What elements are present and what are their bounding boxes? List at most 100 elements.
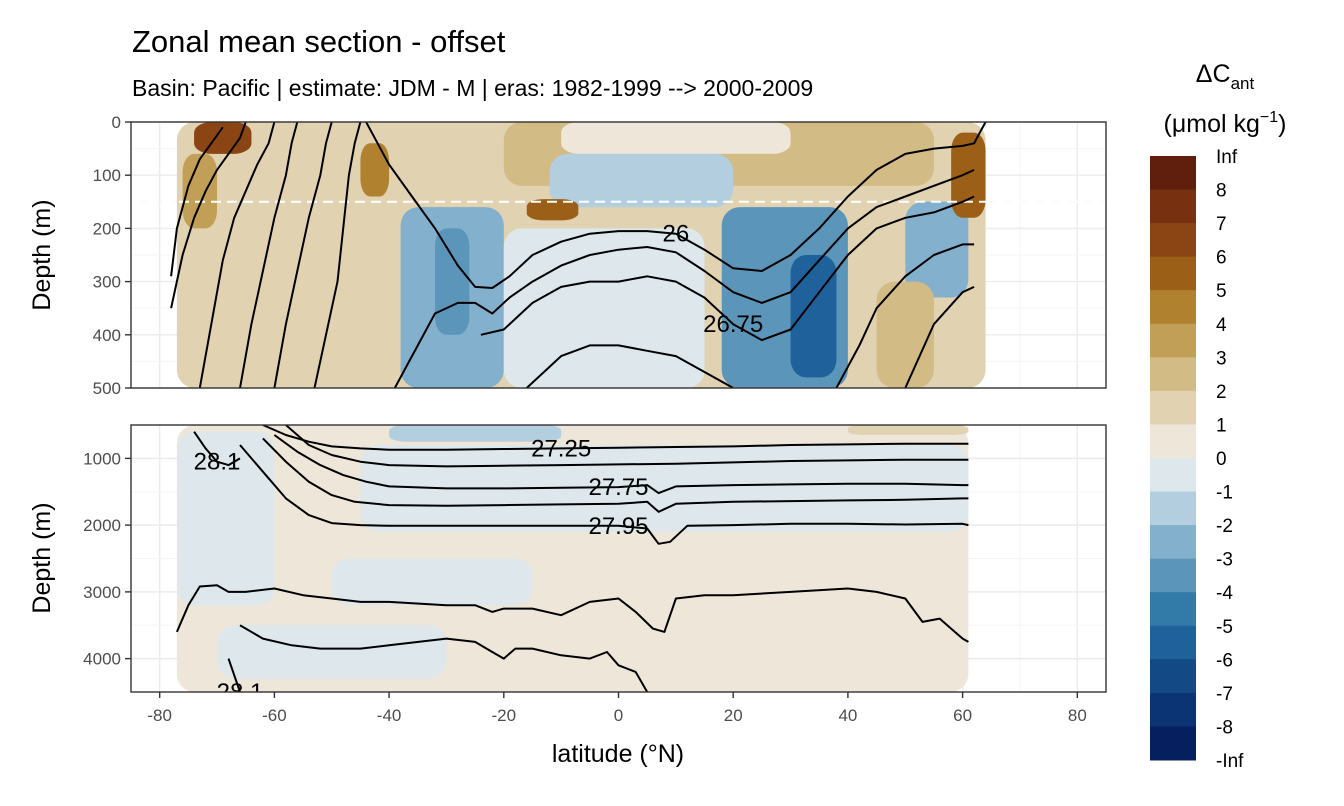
- legend-bin: [1150, 525, 1196, 560]
- field-patch: [526, 199, 579, 221]
- field-patch: [176, 431, 275, 606]
- legend-bin: [1150, 223, 1196, 258]
- isopycnal-line: [526, 344, 734, 388]
- upper-isopycnal-layer: [170, 122, 987, 388]
- chart-subtitle: Basin: Pacific | estimate: JDM - M | era…: [132, 75, 814, 101]
- isopycnal-line: [285, 425, 969, 468]
- legend-bin: [1150, 390, 1196, 425]
- x-tick-label: 40: [838, 706, 857, 725]
- y-tick-label: 100: [93, 166, 121, 185]
- legend-level-label: 0: [1216, 449, 1227, 470]
- isopycnal-line: [273, 434, 969, 495]
- legend-level-label: 4: [1216, 315, 1227, 336]
- contour-label: 28.1: [194, 449, 241, 476]
- upper-y-axis: 0 100 200 300 400 500: [93, 113, 131, 398]
- y-tick-label: 500: [93, 379, 121, 398]
- isopycnal-line: [239, 122, 299, 388]
- legend-level-label: -2: [1216, 516, 1233, 537]
- field-patch: [951, 132, 986, 218]
- legend-bin: [1150, 256, 1196, 291]
- legend-bin: [1150, 357, 1196, 392]
- legend-level-label: -8: [1216, 717, 1233, 738]
- isopycnal-line: [904, 285, 975, 388]
- contour-label: 28.1: [217, 679, 264, 706]
- legend-bin: [1150, 323, 1196, 358]
- legend-level-label: 2: [1216, 382, 1227, 403]
- isopycnal-line: [193, 431, 241, 467]
- x-tick-label: 20: [724, 706, 743, 725]
- legend-labels: Inf 8 7 6 5 4 3 2 1 0 -1 -2 -3 -4 -5 -6 -7 -8 -Inf: [1216, 147, 1244, 772]
- contour-label: 27.95: [588, 513, 648, 540]
- legend-level-label: Inf: [1216, 147, 1238, 168]
- contour-label: 26.75: [703, 311, 763, 338]
- x-axis: -80 -60 -40 -20 0 20 40 60 80: [147, 692, 1087, 725]
- isopycnal-line: [313, 122, 362, 388]
- field-patch: [182, 153, 218, 229]
- x-axis-title: latitude (°N): [552, 740, 684, 768]
- legend-level-label: -4: [1216, 583, 1233, 604]
- field-patch: [876, 281, 934, 388]
- isopycnal-line: [170, 122, 247, 309]
- legend-bin: [1150, 692, 1196, 727]
- isopycnal-line: [262, 437, 969, 513]
- upper-y-axis-title: Depth (m): [28, 199, 56, 310]
- field-patch: [561, 122, 791, 154]
- legend-level-label: -3: [1216, 550, 1233, 571]
- legend-bin: [1150, 424, 1196, 459]
- legend-level-label: 6: [1216, 248, 1227, 269]
- contour-label: 27.75: [588, 474, 648, 501]
- legend-level-label: 7: [1216, 214, 1227, 235]
- legend-level-label: 3: [1216, 348, 1227, 369]
- x-tick-label: 0: [614, 706, 623, 725]
- lower-field-layer: [176, 425, 969, 692]
- y-tick-label: 200: [93, 219, 121, 238]
- legend-level-label: -Inf: [1216, 751, 1244, 772]
- legend-unit-close: ): [1278, 110, 1286, 138]
- field-patch: [790, 255, 837, 378]
- isopycnal-line: [239, 624, 649, 692]
- x-tick-label: 60: [953, 706, 972, 725]
- legend-bin: [1150, 491, 1196, 526]
- field-patch: [389, 425, 562, 442]
- legend-title-subscript: ant: [1231, 74, 1255, 93]
- legend-bin: [1150, 659, 1196, 694]
- legend-level-label: 5: [1216, 281, 1227, 302]
- chart-title: Zonal mean section - offset: [132, 24, 506, 59]
- legend-level-label: -6: [1216, 650, 1233, 671]
- lower-y-axis-title: Depth (m): [28, 502, 56, 613]
- field-patch: [360, 143, 390, 197]
- y-tick-label: 2000: [83, 516, 121, 535]
- x-tick-label: 80: [1068, 706, 1087, 725]
- legend-unit-main: (μmol kg: [1164, 110, 1260, 138]
- upper-field-layer: [176, 122, 986, 388]
- legend-level-label: -1: [1216, 483, 1233, 504]
- legend-level-label: 8: [1216, 181, 1227, 202]
- isopycnal-line: [835, 243, 975, 388]
- upper-panel-border: [130, 121, 1107, 389]
- isopycnal-line: [273, 122, 333, 388]
- contour-label: 26: [663, 221, 690, 248]
- field-patch: [434, 228, 470, 335]
- isopycnal-line: [239, 444, 969, 545]
- colorbar-legend: ΔCant (μmol kg−1) Inf 8 7 6 5 4 3 2 1 0 -1 -2 -3 -4 -5…: [1150, 60, 1286, 772]
- y-tick-label: 0: [112, 113, 121, 132]
- legend-title: ΔCant: [1196, 60, 1255, 93]
- legend-level-label: 1: [1216, 415, 1227, 436]
- y-tick-label: 400: [93, 326, 121, 345]
- legend-unit-superscript: −1: [1260, 109, 1278, 126]
- legend-bin: [1150, 458, 1196, 493]
- field-patch: [549, 153, 734, 208]
- x-tick-label: -40: [377, 706, 402, 725]
- isopycnal-line: [393, 168, 975, 388]
- isopycnal-line: [227, 658, 241, 692]
- legend-bin: [1150, 592, 1196, 627]
- isopycnal-line: [170, 126, 224, 277]
- field-patch: [331, 558, 533, 606]
- x-tick-label: -80: [147, 706, 172, 725]
- field-patch: [905, 201, 969, 298]
- isopycnal-line: [262, 425, 969, 451]
- legend-title-main: ΔC: [1196, 60, 1231, 88]
- x-tick-label: -60: [262, 706, 287, 725]
- x-tick-label: -20: [492, 706, 517, 725]
